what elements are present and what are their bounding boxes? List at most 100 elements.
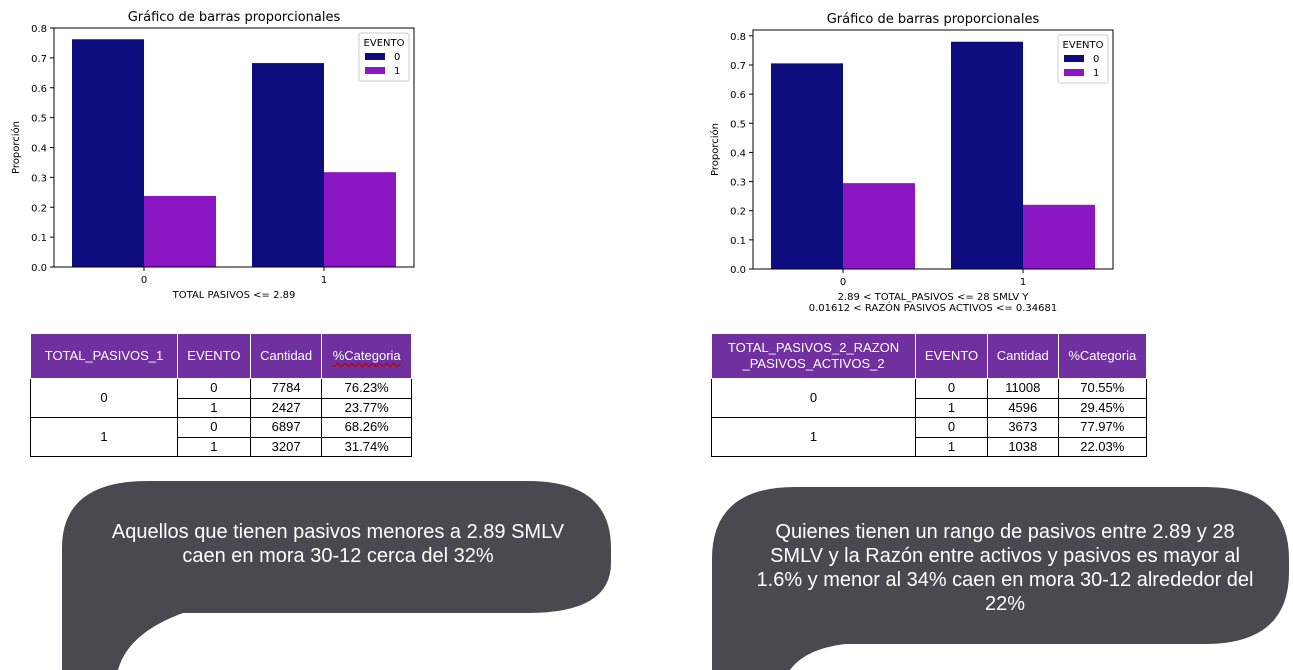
bar — [72, 39, 144, 267]
header-categoria: %Categoria — [321, 333, 412, 379]
bar — [324, 172, 396, 267]
y-tick-label: 0.7 — [730, 61, 746, 72]
y-tick-label: 0.8 — [31, 24, 47, 35]
header-evento: EVENTO — [915, 333, 988, 379]
legend-label: 0 — [1093, 54, 1099, 65]
pct-cell: 70.55% — [1057, 378, 1148, 399]
chart-title: Gráfico de barras proporcionales — [128, 10, 341, 25]
legend-label: 1 — [394, 66, 400, 77]
table-row: 1 2427 23.77% — [31, 397, 412, 418]
x-axis-label: TOTAL PASIVOS <= 2.89 — [172, 290, 296, 301]
x-tick-label: 0 — [840, 277, 846, 288]
table-header-row: TOTAL_PASIVOS_2_RAZON _PASIVOS_ACTIVOS_2… — [710, 333, 1148, 379]
cantidad-cell: 1038 — [986, 436, 1059, 457]
bar — [144, 195, 216, 267]
bar — [843, 183, 915, 269]
plot-frame — [53, 27, 415, 268]
y-axis-label: Proporción — [709, 123, 721, 176]
x-tick-label: 1 — [1020, 277, 1026, 288]
pct-cell: 76.23% — [321, 378, 412, 399]
x-tick-label: 1 — [321, 275, 327, 286]
table-row: 1 1038 22.03% — [712, 436, 1148, 457]
legend-swatch — [1064, 55, 1084, 62]
bar — [771, 63, 843, 270]
y-tick-label: 0.6 — [31, 84, 47, 95]
evento-cell: 1 — [915, 397, 988, 418]
evento-cell: 0 — [176, 378, 251, 399]
table-row: 1 3207 31.74% — [31, 436, 412, 457]
evento-cell: 1 — [176, 397, 251, 418]
table-row: 1 0 6897 68.26% — [30, 417, 412, 457]
cantidad-cell: 4596 — [986, 397, 1059, 418]
x-tick-label: 0 — [141, 275, 147, 286]
speech-bubble-shape — [62, 481, 611, 670]
y-tick-label: 0.0 — [31, 263, 47, 274]
y-tick-label: 0.5 — [31, 114, 47, 125]
speech-bubble-1 — [62, 481, 611, 670]
y-tick-label: 0.3 — [730, 178, 746, 189]
pct-cell: 68.26% — [321, 417, 412, 438]
legend-swatch — [1064, 69, 1084, 76]
evento-cell: 1 — [176, 436, 251, 457]
y-tick-label: 0.1 — [31, 233, 47, 244]
cantidad-cell: 6897 — [249, 417, 323, 438]
pct-cell: 22.03% — [1057, 436, 1148, 457]
y-tick-label: 0.7 — [31, 54, 47, 65]
cantidad-cell: 3207 — [249, 436, 323, 457]
bubble-1-text: Aquellos que tienen pasivos menores a 2.… — [111, 521, 565, 567]
legend-swatch — [365, 67, 385, 74]
group-cell: 0 — [30, 378, 178, 418]
pct-cell: 31.74% — [321, 436, 412, 457]
y-tick-label: 0.6 — [730, 90, 746, 101]
bar — [252, 63, 324, 268]
header-cantidad: Cantidad — [249, 333, 323, 379]
bar-chart-pasivos-razon: Gráfico de barras proporcionales 0.0 0.1 0.… — [709, 12, 1114, 314]
table-total-pasivos: TOTAL_PASIVOS_1 EVENTO Cantidad %Categor… — [30, 333, 412, 457]
pct-cell: 29.45% — [1057, 397, 1148, 418]
bar-chart-total-pasivos: Gráfico de barras proporcionales 0.0 0.1 0.… — [10, 10, 415, 301]
table-row: 0 0 11008 70.55% — [710, 378, 1148, 418]
evento-cell: 0 — [915, 417, 988, 438]
pct-cell: 77.97% — [1057, 417, 1148, 438]
y-axis-label: Proporción — [10, 121, 22, 174]
speech-bubble-shape — [712, 487, 1289, 670]
header-cantidad: Cantidad — [986, 333, 1059, 379]
y-tick-label: 0.1 — [730, 236, 746, 247]
cantidad-cell: 3673 — [986, 417, 1059, 438]
cantidad-cell: 7784 — [249, 378, 323, 399]
header-evento: EVENTO — [176, 333, 251, 379]
y-tick-label: 0.2 — [730, 207, 746, 218]
x-axis-label: 2.89 < TOTAL_PASIVOS <= 28 SMLV Y — [838, 292, 1030, 303]
legend-title: EVENTO — [1063, 40, 1104, 51]
header-categoria: %Categoria — [1057, 333, 1148, 379]
header-total-pasivos-1: TOTAL_PASIVOS_1 — [30, 333, 178, 379]
bar — [951, 41, 1023, 270]
evento-cell: 0 — [915, 378, 988, 399]
legend-swatch — [365, 53, 385, 60]
evento-cell: 0 — [176, 417, 251, 438]
y-tick-label: 0.8 — [730, 32, 746, 43]
evento-cell: 1 — [915, 436, 988, 457]
legend-label: 0 — [394, 52, 400, 63]
bar — [1023, 204, 1095, 269]
legend-title: EVENTO — [364, 38, 405, 49]
y-tick-label: 0.4 — [730, 148, 746, 159]
header-total-pasivos-2-razon: TOTAL_PASIVOS_2_RAZON _PASIVOS_ACTIVOS_2 — [710, 333, 917, 379]
x-axis-label: 0.01612 < RAZÓN PASIVOS ACTIVOS <= 0.346… — [809, 301, 1058, 314]
group-cell: 1 — [30, 417, 178, 457]
legend-label: 1 — [1093, 68, 1099, 79]
y-tick-label: 0.4 — [31, 144, 47, 155]
table-header-row: TOTAL_PASIVOS_1 EVENTO Cantidad %Categor… — [30, 333, 412, 379]
y-tick-label: 0.2 — [31, 203, 47, 214]
speech-bubble-2 — [712, 487, 1289, 670]
y-tick-label: 0.0 — [730, 265, 746, 276]
group-cell: 1 — [710, 417, 917, 457]
table-pasivos-razon: TOTAL_PASIVOS_2_RAZON _PASIVOS_ACTIVOS_2… — [710, 333, 1148, 457]
table-row: 0 0 7784 76.23% — [30, 378, 412, 418]
cantidad-cell: 2427 — [249, 397, 323, 418]
chart-title: Gráfico de barras proporcionales — [827, 12, 1040, 27]
pct-cell: 23.77% — [321, 397, 412, 418]
y-tick-label: 0.3 — [31, 173, 47, 184]
group-cell: 0 — [710, 378, 917, 418]
y-tick-label: 0.5 — [730, 119, 746, 130]
